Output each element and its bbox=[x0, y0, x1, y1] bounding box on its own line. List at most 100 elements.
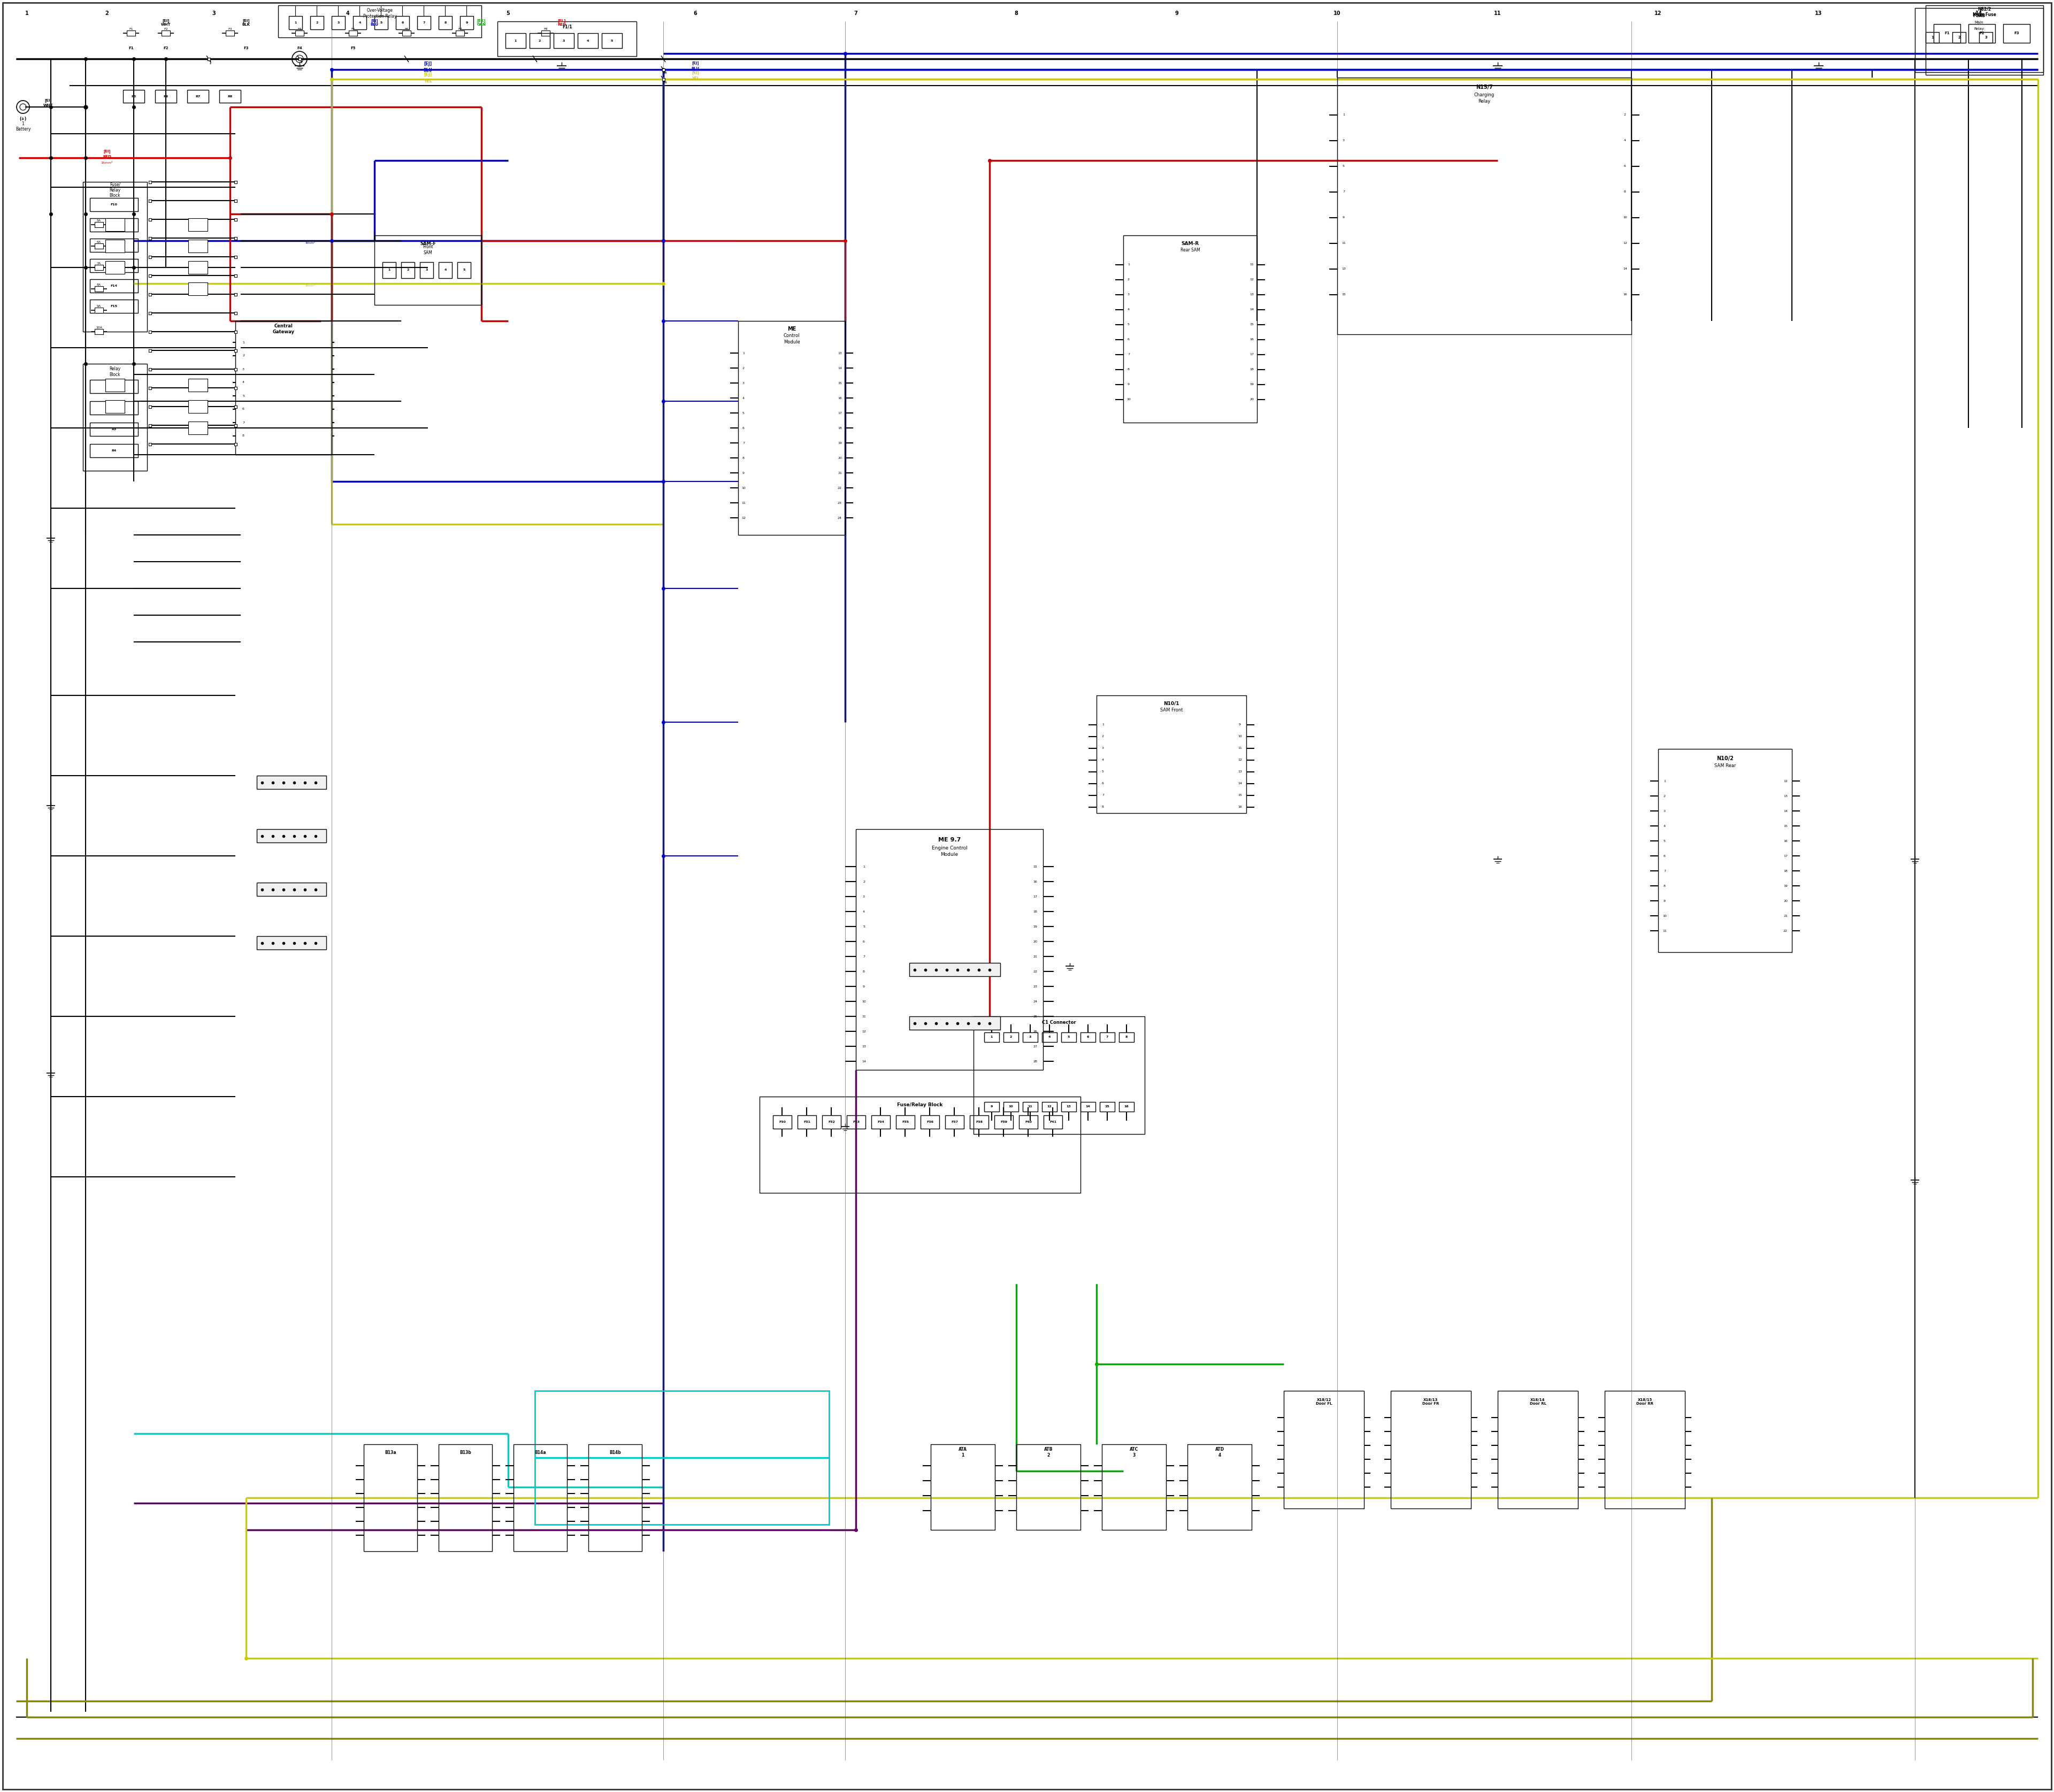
Bar bbox=[1658, 749, 1791, 952]
Bar bbox=[90, 444, 138, 457]
Bar bbox=[90, 258, 138, 272]
Bar bbox=[257, 830, 327, 842]
Text: 26: 26 bbox=[1033, 1030, 1037, 1032]
Text: 15: 15 bbox=[838, 382, 842, 383]
Text: 6: 6 bbox=[401, 22, 405, 23]
Bar bbox=[456, 30, 464, 36]
Bar bbox=[994, 1115, 1013, 1129]
Bar bbox=[737, 321, 844, 536]
Text: 7: 7 bbox=[1128, 353, 1130, 357]
Bar bbox=[349, 30, 357, 36]
Text: 16: 16 bbox=[1239, 806, 1243, 808]
Bar bbox=[148, 330, 152, 333]
Text: F5: F5 bbox=[351, 47, 355, 50]
Text: B14a: B14a bbox=[534, 1450, 546, 1455]
Bar bbox=[974, 1016, 1144, 1134]
Text: 4: 4 bbox=[741, 396, 744, 400]
Text: 15: 15 bbox=[1341, 294, 1345, 296]
Text: 12: 12 bbox=[1656, 11, 1662, 16]
Text: 8: 8 bbox=[1101, 806, 1103, 808]
Bar bbox=[1017, 1444, 1080, 1530]
Bar bbox=[505, 34, 526, 48]
Text: R2: R2 bbox=[111, 407, 117, 409]
Bar bbox=[969, 1115, 988, 1129]
Text: 13: 13 bbox=[863, 1045, 867, 1048]
Bar bbox=[1101, 1444, 1167, 1530]
Text: Front
SAM: Front SAM bbox=[423, 246, 433, 254]
Bar bbox=[94, 222, 103, 228]
Text: 4: 4 bbox=[359, 22, 362, 23]
Text: 1: 1 bbox=[514, 39, 518, 41]
Text: SAM-F: SAM-F bbox=[419, 240, 435, 246]
Text: Relay: Relay bbox=[1974, 27, 1984, 30]
Text: 24: 24 bbox=[838, 516, 842, 520]
Bar bbox=[1953, 32, 1966, 43]
Text: Module: Module bbox=[941, 851, 959, 857]
Bar bbox=[896, 1115, 914, 1129]
Bar bbox=[234, 425, 236, 426]
Bar bbox=[189, 283, 207, 296]
Text: 7: 7 bbox=[1105, 1036, 1109, 1039]
Text: SAM Front: SAM Front bbox=[1161, 708, 1183, 713]
Text: F12: F12 bbox=[111, 244, 117, 247]
Text: 2: 2 bbox=[1128, 278, 1130, 281]
Bar bbox=[82, 364, 148, 471]
Text: 58: 58 bbox=[663, 72, 668, 75]
Bar bbox=[148, 312, 152, 314]
Bar bbox=[1023, 1032, 1037, 1041]
Text: (+): (+) bbox=[18, 116, 27, 122]
Text: 4mm²: 4mm² bbox=[306, 285, 314, 287]
Text: F1: F1 bbox=[1945, 32, 1949, 36]
Text: 6: 6 bbox=[694, 11, 696, 16]
Text: 14: 14 bbox=[1623, 267, 1627, 271]
Bar bbox=[94, 308, 103, 314]
Text: 4: 4 bbox=[587, 39, 589, 41]
Bar bbox=[1391, 1391, 1471, 1509]
Bar bbox=[234, 199, 236, 202]
Text: 6: 6 bbox=[741, 426, 744, 430]
Text: 8: 8 bbox=[1128, 369, 1130, 371]
Bar bbox=[417, 16, 431, 29]
Text: 16: 16 bbox=[1249, 339, 1253, 340]
Text: 1: 1 bbox=[207, 61, 212, 65]
Bar bbox=[187, 90, 210, 102]
Text: 2: 2 bbox=[407, 269, 409, 271]
Text: 2: 2 bbox=[538, 39, 540, 41]
Bar bbox=[1099, 1102, 1115, 1111]
Text: C1 Connector: C1 Connector bbox=[1041, 1020, 1076, 1025]
Text: SAM Rear: SAM Rear bbox=[1715, 763, 1736, 769]
Bar bbox=[1968, 23, 1994, 43]
Bar bbox=[234, 405, 236, 409]
Text: F33: F33 bbox=[852, 1120, 859, 1124]
Bar bbox=[148, 256, 152, 258]
Bar bbox=[105, 262, 125, 274]
Bar bbox=[374, 235, 481, 305]
Text: 16: 16 bbox=[1124, 1106, 1130, 1107]
Text: Main: Main bbox=[1974, 22, 1984, 23]
Text: 25: 25 bbox=[1033, 1014, 1037, 1018]
Text: [EL]
RED: [EL] RED bbox=[557, 18, 567, 27]
Bar bbox=[1119, 1032, 1134, 1041]
Text: 6: 6 bbox=[863, 941, 865, 943]
Text: 2: 2 bbox=[1664, 794, 1666, 797]
Text: R7: R7 bbox=[195, 95, 201, 97]
Bar bbox=[1097, 695, 1247, 814]
Text: 4: 4 bbox=[1664, 824, 1666, 828]
Text: 20: 20 bbox=[1033, 941, 1037, 943]
Bar bbox=[760, 1097, 1080, 1193]
Text: 22: 22 bbox=[1783, 930, 1787, 932]
Text: 19: 19 bbox=[838, 441, 842, 444]
Text: 4: 4 bbox=[1625, 140, 1627, 142]
Bar bbox=[189, 421, 207, 434]
Bar bbox=[162, 30, 170, 36]
Bar bbox=[234, 256, 236, 258]
Text: Rear SAM: Rear SAM bbox=[1181, 247, 1200, 253]
Text: F2: F2 bbox=[162, 47, 168, 50]
Bar bbox=[105, 240, 125, 253]
Text: Relay: Relay bbox=[1479, 99, 1491, 104]
Text: 2: 2 bbox=[1011, 1036, 1013, 1039]
Text: F36: F36 bbox=[926, 1120, 933, 1124]
Text: 4: 4 bbox=[1128, 308, 1130, 312]
Text: 12: 12 bbox=[741, 516, 746, 520]
Text: 21: 21 bbox=[1033, 955, 1037, 957]
